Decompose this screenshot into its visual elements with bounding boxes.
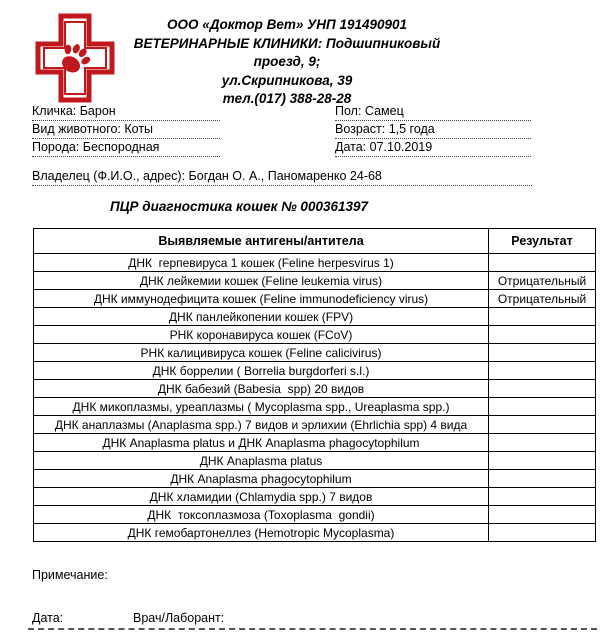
table-row: ДНК Anaplasma platus и ДНК Anaplasma pha…	[33, 433, 596, 452]
test-result	[488, 343, 596, 362]
table-row: ДНК анаплазмы (Anaplasma spp.) 7 видов и…	[33, 415, 596, 434]
test-name: ДНК боррелии ( Borrelia burgdorferi s.l.…	[33, 361, 489, 380]
test-result	[488, 415, 596, 434]
test-result: Отрицательный	[488, 289, 596, 308]
test-name: ДНК токсоплазмоза (Toxoplasma gondii)	[33, 505, 489, 524]
test-name: ДНК анаплазмы (Anaplasma spp.) 7 видов и…	[33, 415, 489, 434]
field-breed: Порода: Беспородная	[32, 140, 220, 157]
test-name: ДНК микоплазмы, уреаплазмы ( Mycoplasma …	[33, 397, 489, 416]
test-result	[488, 325, 596, 344]
test-result	[488, 397, 596, 416]
test-result	[488, 451, 596, 470]
test-name: ДНК Anaplasma platus и ДНК Anaplasma pha…	[33, 433, 489, 452]
clinic-header: ООО «Доктор Вет» УНП 191490901 ВЕТЕРИНАР…	[112, 16, 462, 109]
table-row: ДНК боррелии ( Borrelia burgdorferi s.l.…	[33, 361, 596, 380]
field-date: Дата: 07.10.2019	[335, 140, 531, 157]
red-cross-paw-icon	[35, 13, 115, 103]
table-row: ДНК хламидии (Chlamydia spp.) 7 видов	[33, 487, 596, 506]
test-name: ДНК герпевируса 1 кошек (Feline herpesvi…	[33, 253, 489, 272]
test-name: РНК коронавируса кошек (FCoV)	[33, 325, 489, 344]
field-age: Возраст: 1,5 года	[335, 122, 531, 139]
test-name: ДНК панлейкопении кошек (FPV)	[33, 307, 489, 326]
test-result	[488, 361, 596, 380]
clinic-address-line-2: ул.Скрипникова, 39	[221, 72, 353, 88]
note-label: Примечание:	[32, 568, 108, 582]
report-title: ПЦР диагностика кошек № 000361397	[109, 199, 369, 214]
clinic-phone-line: тел.(017) 388-28-28	[222, 91, 352, 106]
table-row: ДНК токсоплазмоза (Toxoplasma gondii)	[33, 505, 596, 524]
clinic-name-line: ООО «Доктор Вет» УНП 191490901	[166, 17, 408, 32]
table-row: ДНК микоплазмы, уреаплазмы ( Mycoplasma …	[33, 397, 596, 416]
test-name: ДНК бабезий (Babesia spp) 20 видов	[33, 379, 489, 398]
test-name: ДНК Anaplasma platus	[33, 451, 489, 470]
signature-line: Дата: Врач/Лаборант:	[28, 609, 597, 630]
test-name: ДНК лейкемии кошек (Feline leukemia viru…	[33, 271, 489, 290]
test-result	[488, 433, 596, 452]
test-result	[488, 469, 596, 488]
results-table-body: ДНК герпевируса 1 кошек (Feline herpesvi…	[33, 253, 596, 542]
test-result	[488, 505, 596, 524]
test-result	[488, 379, 596, 398]
table-row: ДНК лейкемии кошек (Feline leukemia viru…	[33, 271, 596, 290]
test-result	[488, 523, 596, 542]
table-row: ДНК бабезий (Babesia spp) 20 видов	[33, 379, 596, 398]
test-name: ДНК иммунодефицита кошек (Feline immunod…	[33, 289, 489, 308]
table-row: ДНК герпевируса 1 кошек (Feline herpesvi…	[33, 253, 596, 272]
field-owner: Владелец (Ф.И.О., адрес): Богдан О. А., …	[32, 169, 532, 186]
date-label: Дата:	[32, 611, 64, 625]
clinic-logo	[35, 13, 115, 103]
test-result: Отрицательный	[488, 271, 596, 290]
table-row: ДНК иммунодефицита кошек (Feline immunod…	[33, 289, 596, 308]
test-name: РНК калицивируса кошек (Feline calicivir…	[33, 343, 489, 362]
test-result	[488, 487, 596, 506]
clinic-address-line-1: ВЕТЕРИНАРНЫЕ КЛИНИКИ: Подшипниковый прое…	[133, 35, 441, 70]
field-nickname: Кличка: Барон	[32, 104, 220, 121]
test-name: ДНК Anaplasma phagocytophilum	[33, 469, 489, 488]
field-species: Вид животного: Коты	[32, 122, 220, 139]
test-result	[488, 307, 596, 326]
column-header-antigens: Выявляемые антигены/антитела	[33, 228, 489, 254]
table-row: ДНК гемобартонеллез (Hemotropic Mycoplas…	[33, 523, 596, 542]
table-row: ДНК панлейкопении кошек (FPV)	[33, 307, 596, 326]
table-header-row: Выявляемые антигены/антитела Результат	[33, 228, 596, 254]
test-name: ДНК гемобартонеллез (Hemotropic Mycoplas…	[33, 523, 489, 542]
test-name: ДНК хламидии (Chlamydia spp.) 7 видов	[33, 487, 489, 506]
test-result	[488, 253, 596, 272]
table-row: РНК коронавируса кошек (FCoV)	[33, 325, 596, 344]
results-table: Выявляемые антигены/антитела Результат Д…	[33, 228, 596, 542]
column-header-result: Результат	[488, 228, 596, 254]
table-row: РНК калицивируса кошек (Feline calicivir…	[33, 343, 596, 362]
doctor-label: Врач/Лаборант:	[133, 611, 225, 625]
field-sex: Пол: Самец	[335, 104, 531, 121]
table-row: ДНК Anaplasma phagocytophilum	[33, 469, 596, 488]
table-row: ДНК Anaplasma platus	[33, 451, 596, 470]
